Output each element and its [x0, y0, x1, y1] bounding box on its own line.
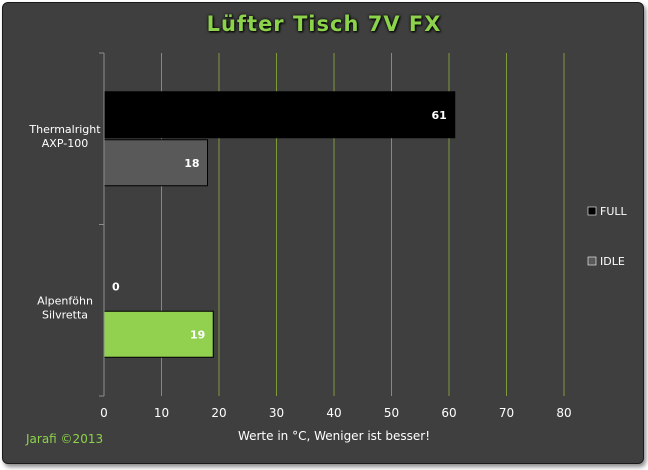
credit-text: Jarafi ©2013 — [26, 432, 104, 446]
x-tick-label: 80 — [556, 406, 571, 420]
chart-frame — [2, 2, 644, 464]
y-category-label: Thermalright AXP-100 — [28, 123, 101, 150]
bar-idle — [103, 310, 214, 358]
y-category-label: Alpenföhn Silvretta — [37, 294, 93, 321]
labels: 0 10 20 30 40 50 60 70 80 0 19 Alpenföhn Silvretta 61… — [28, 109, 571, 420]
x-tick-label: 10 — [154, 406, 169, 420]
data-label: 18 — [184, 157, 199, 170]
x-tick-label: 0 — [100, 406, 108, 420]
bars — [103, 91, 456, 358]
legend-label: IDLE — [600, 255, 625, 268]
x-tick-label: 50 — [384, 406, 399, 420]
x-tick-label: 60 — [441, 406, 456, 420]
data-label: 0 — [112, 280, 120, 293]
axes — [99, 52, 105, 397]
legend-label: FULL — [600, 205, 628, 218]
x-tick-label: 30 — [269, 406, 284, 420]
data-label: 19 — [190, 328, 205, 341]
x-tick-label: 40 — [326, 406, 341, 420]
x-tick-label: 70 — [499, 406, 514, 420]
x-axis-label: Werte in °C, Weniger ist besser! — [237, 429, 431, 443]
bar-full — [103, 91, 456, 139]
x-tick-label: 20 — [211, 406, 226, 420]
legend: FULL IDLE — [587, 205, 628, 268]
chart-title: Lüfter Tisch 7V FX — [206, 12, 442, 36]
legend-swatch — [587, 256, 597, 266]
data-label: 61 — [431, 109, 446, 122]
legend-swatch — [587, 206, 597, 216]
